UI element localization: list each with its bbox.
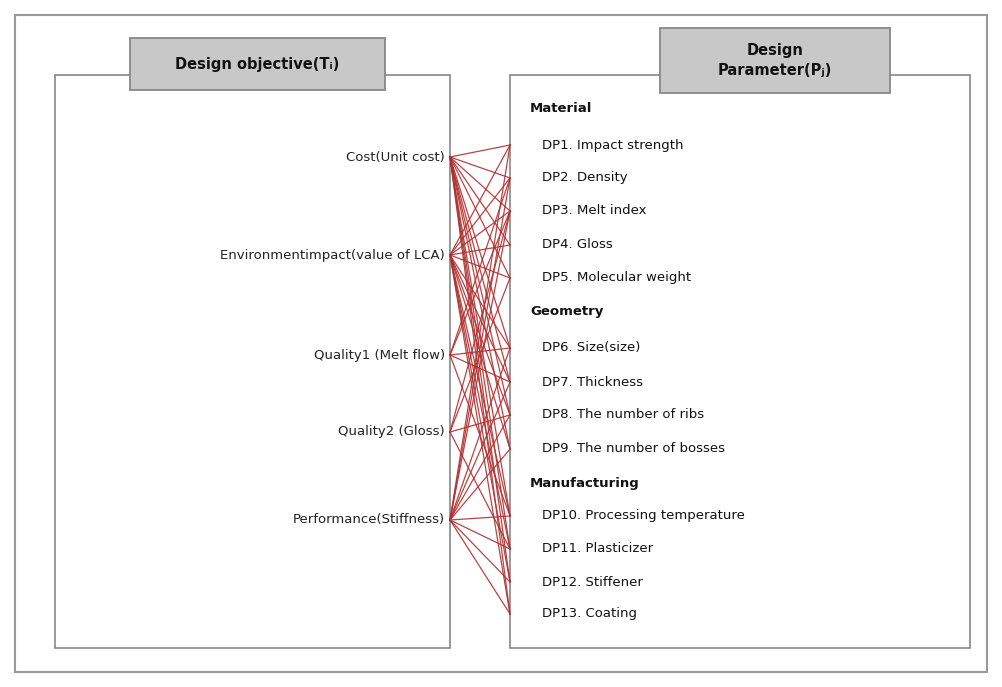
Text: DP12. Stiffener: DP12. Stiffener [542,576,643,589]
Text: DP6. Size(size): DP6. Size(size) [542,341,640,354]
Text: DP1. Impact strength: DP1. Impact strength [542,139,683,152]
Text: DP10. Processing temperature: DP10. Processing temperature [542,510,744,523]
FancyBboxPatch shape [15,15,987,672]
Text: Design objective(Tᵢ): Design objective(Tᵢ) [175,56,340,71]
Text: DP4. Gloss: DP4. Gloss [542,238,613,251]
Text: Environmentimpact(value of LCA): Environmentimpact(value of LCA) [220,249,445,262]
Text: Quality1 (Melt flow): Quality1 (Melt flow) [314,348,445,361]
Text: Geometry: Geometry [530,306,603,319]
FancyBboxPatch shape [510,75,970,648]
Text: DP8. The number of ribs: DP8. The number of ribs [542,409,704,422]
Text: DP2. Density: DP2. Density [542,172,627,185]
Text: Quality2 (Gloss): Quality2 (Gloss) [339,425,445,438]
Text: DP11. Plasticizer: DP11. Plasticizer [542,543,653,556]
Text: Cost(Unit cost): Cost(Unit cost) [347,150,445,164]
Text: DP7. Thickness: DP7. Thickness [542,376,643,389]
Text: DP9. The number of bosses: DP9. The number of bosses [542,442,725,455]
FancyBboxPatch shape [55,75,450,648]
Text: DP3. Melt index: DP3. Melt index [542,205,646,218]
Text: DP5. Molecular weight: DP5. Molecular weight [542,271,691,284]
Text: Material: Material [530,102,592,115]
Text: DP13. Coating: DP13. Coating [542,607,637,620]
Text: Performance(Stiffness): Performance(Stiffness) [293,513,445,526]
Text: Manufacturing: Manufacturing [530,477,639,490]
FancyBboxPatch shape [660,28,890,93]
Text: Design
Parameter(Pⱼ): Design Parameter(Pⱼ) [717,43,833,78]
FancyBboxPatch shape [130,38,385,90]
